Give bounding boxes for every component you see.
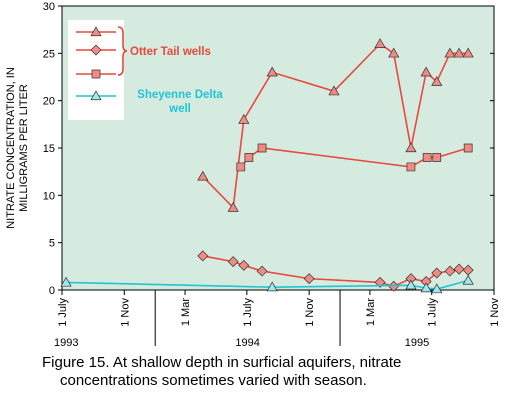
- marker: [60, 276, 72, 287]
- legend-label: Otter Tail wells: [130, 46, 211, 58]
- year-label: 1994: [235, 337, 259, 349]
- x-tick-label: 1 July: [427, 298, 439, 327]
- marker: [238, 113, 250, 124]
- marker: [431, 76, 443, 86]
- marker: [197, 250, 209, 262]
- y-tick-label: 15: [43, 143, 55, 155]
- x-tick-label: 1 Nov: [304, 298, 316, 327]
- marker: [91, 69, 101, 79]
- year-label: 1993: [54, 337, 78, 349]
- marker: [374, 38, 386, 48]
- marker: [444, 47, 456, 58]
- marker: [90, 44, 102, 56]
- marker: [266, 281, 278, 292]
- marker: [197, 170, 209, 181]
- plot-area: [61, 5, 495, 291]
- marker: [431, 283, 443, 294]
- series-line: [66, 279, 469, 290]
- legend-brace: [117, 26, 128, 76]
- marker: [432, 153, 442, 162]
- y-tick-label: 25: [43, 48, 55, 60]
- marker: [227, 201, 239, 212]
- marker: [227, 256, 239, 268]
- y-axis-label-line: MILLIGRAMS PER LITER: [18, 84, 30, 212]
- marker: [431, 267, 443, 279]
- marker: [236, 162, 246, 172]
- marker: [405, 279, 417, 290]
- legend-label: Sheyenne Delta well: [137, 89, 223, 115]
- marker: [463, 143, 473, 153]
- y-tick-label: 10: [43, 190, 55, 202]
- x-tick-label: 1 Mar: [180, 298, 192, 326]
- marker: [420, 66, 432, 77]
- marker: [303, 273, 315, 285]
- y-tick-label: 0: [49, 285, 55, 297]
- x-tick-label: 1 July: [242, 298, 254, 327]
- x-tick-label: 1 Nov: [119, 298, 131, 327]
- y-tick-label: 30: [43, 1, 55, 13]
- marker: [374, 276, 386, 288]
- marker: [422, 153, 432, 162]
- marker: [420, 282, 432, 293]
- year-label: 1995: [405, 337, 429, 349]
- marker: [244, 153, 254, 162]
- marker: [453, 263, 465, 275]
- y-axis-label-line: NITRATE CONCENTRATION, IN: [5, 67, 17, 229]
- marker: [462, 274, 474, 285]
- marker: [328, 85, 340, 96]
- caption: Figure 15. At shallow depth in surficial…: [42, 354, 402, 389]
- marker: [462, 47, 474, 58]
- marker: [238, 259, 250, 271]
- y-axis-label: NITRATE CONCENTRATION, INMILLIGRAMS PER …: [5, 67, 30, 229]
- marker: [266, 66, 278, 77]
- marker: [453, 47, 465, 58]
- marker: [406, 162, 416, 172]
- marker: [405, 142, 417, 153]
- marker: [257, 143, 267, 153]
- marker: [256, 265, 268, 277]
- y-tick-label: 5: [49, 238, 55, 250]
- x-tick-label: 1 Nov: [489, 298, 501, 327]
- y-tick-label: 20: [43, 96, 55, 108]
- x-tick-label: 1 Mar: [365, 298, 377, 326]
- marker: [90, 26, 102, 37]
- marker: [90, 90, 102, 101]
- marker: [388, 47, 400, 58]
- marker: [444, 265, 456, 277]
- x-tick-label: 1 July: [57, 298, 69, 327]
